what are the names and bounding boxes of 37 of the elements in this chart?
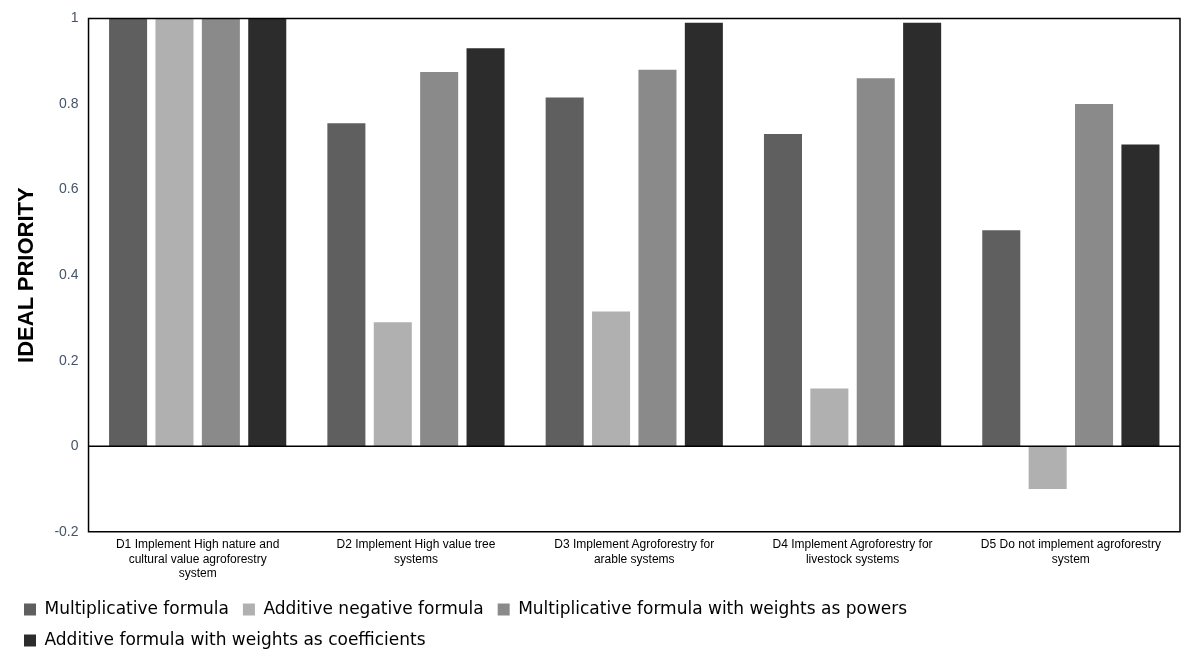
bar	[420, 71, 459, 447]
bar	[856, 78, 895, 447]
bar	[201, 18, 240, 447]
legend-label: Additive formula with weights as coefficients	[44, 628, 426, 649]
bar	[248, 18, 287, 447]
bar	[763, 133, 802, 447]
y-axis-title: IDEAL PRIORITY	[13, 186, 39, 363]
bar	[684, 22, 723, 447]
bar	[982, 230, 1021, 447]
bar	[373, 322, 412, 447]
y-tick-label: 0.4	[59, 265, 79, 282]
y-tick-label: 0.8	[59, 94, 79, 111]
y-tick-label: 1	[70, 9, 79, 26]
bar	[592, 311, 631, 447]
bar	[638, 69, 677, 447]
bar	[1028, 446, 1067, 490]
bar	[1121, 144, 1160, 447]
y-tick-label: 0	[70, 437, 79, 454]
bar	[903, 22, 942, 447]
bar	[155, 18, 194, 447]
y-tick-label: 0.2	[59, 351, 79, 368]
x-tick-label: D1 Implement High nature and cultural value agroforestry system	[115, 537, 280, 581]
legend-label: Additive negative formula	[263, 597, 484, 618]
bar	[327, 123, 366, 447]
x-tick-label: D4 Implement Agroforestry for livestock systems	[772, 537, 933, 566]
bar	[109, 18, 148, 447]
x-tick-label: D3 Implement Agroforestry for arable systems	[554, 537, 715, 566]
y-tick-label: -0.2	[54, 522, 79, 539]
bar	[810, 388, 849, 447]
bar	[466, 48, 505, 447]
legend-label: Multiplicative formula with weights as powers	[518, 597, 908, 618]
bar	[1075, 103, 1114, 447]
x-tick-label: D5 Do not implement agroforestry system	[980, 537, 1161, 566]
x-tick-label: D2 Implement High value tree systems	[336, 537, 496, 566]
bar	[545, 97, 584, 447]
legend-label: Multiplicative formula	[44, 597, 229, 618]
y-tick-label: 0.6	[59, 180, 79, 197]
